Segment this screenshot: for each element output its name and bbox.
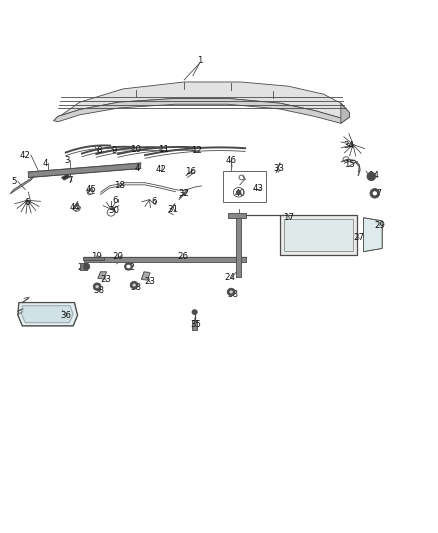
Text: 11: 11	[158, 146, 169, 155]
Polygon shape	[10, 176, 34, 194]
Text: 38: 38	[94, 286, 105, 295]
Text: 12: 12	[191, 147, 202, 156]
Text: 22: 22	[124, 263, 135, 272]
Text: 30: 30	[108, 206, 119, 215]
Polygon shape	[192, 319, 197, 330]
Polygon shape	[53, 99, 350, 123]
Text: 44: 44	[70, 203, 81, 212]
Text: 18: 18	[114, 181, 125, 190]
Text: 19: 19	[91, 253, 102, 262]
Text: 38: 38	[227, 289, 238, 298]
Text: 40: 40	[234, 189, 245, 198]
Text: 27: 27	[353, 233, 365, 242]
Polygon shape	[228, 214, 246, 217]
Ellipse shape	[373, 191, 377, 196]
Ellipse shape	[126, 265, 131, 268]
Polygon shape	[21, 306, 73, 322]
Text: 45: 45	[85, 185, 96, 194]
Ellipse shape	[227, 288, 235, 296]
Polygon shape	[341, 103, 350, 123]
Text: 24: 24	[224, 272, 235, 281]
Text: 17: 17	[283, 213, 294, 222]
Text: 23: 23	[144, 277, 155, 286]
Polygon shape	[28, 163, 141, 177]
Bar	[223, 171, 266, 202]
Text: 26: 26	[178, 253, 189, 262]
Text: 10: 10	[130, 146, 141, 155]
Ellipse shape	[84, 263, 90, 270]
Text: 35: 35	[191, 320, 202, 329]
Text: 43: 43	[253, 183, 264, 192]
Ellipse shape	[130, 281, 138, 289]
Text: 8: 8	[96, 147, 102, 156]
Text: 33: 33	[274, 164, 285, 173]
Polygon shape	[280, 215, 357, 255]
Polygon shape	[83, 257, 104, 260]
Text: 16: 16	[185, 166, 196, 175]
Ellipse shape	[93, 283, 101, 290]
Text: 20: 20	[113, 253, 124, 262]
Polygon shape	[98, 272, 107, 279]
Text: 42: 42	[20, 151, 31, 160]
Text: 14: 14	[368, 171, 379, 180]
Polygon shape	[53, 82, 350, 120]
Text: 6: 6	[152, 197, 157, 206]
Text: 6: 6	[24, 198, 29, 207]
Ellipse shape	[95, 285, 99, 288]
Polygon shape	[236, 215, 241, 277]
Polygon shape	[364, 217, 382, 252]
Text: 4: 4	[134, 164, 140, 173]
Polygon shape	[284, 219, 353, 251]
Polygon shape	[61, 174, 70, 180]
Text: 42: 42	[156, 166, 167, 174]
Ellipse shape	[237, 190, 241, 194]
Text: 21: 21	[78, 263, 89, 272]
Text: 32: 32	[179, 189, 190, 198]
Polygon shape	[84, 257, 246, 262]
Text: 37: 37	[371, 189, 382, 198]
Ellipse shape	[367, 172, 376, 181]
Text: 1: 1	[197, 56, 202, 65]
Polygon shape	[80, 263, 87, 270]
Text: 4: 4	[42, 159, 48, 167]
Ellipse shape	[370, 189, 380, 198]
Polygon shape	[141, 272, 150, 280]
Text: 3: 3	[65, 156, 70, 165]
Text: 23: 23	[100, 275, 111, 284]
Text: 15: 15	[344, 160, 355, 169]
Text: 34: 34	[343, 141, 354, 150]
Ellipse shape	[132, 284, 136, 287]
Text: 7: 7	[67, 176, 73, 185]
Text: 31: 31	[168, 205, 179, 214]
Text: 9: 9	[112, 147, 117, 156]
Text: 29: 29	[374, 221, 385, 230]
Polygon shape	[18, 303, 78, 326]
Text: 46: 46	[226, 156, 237, 165]
Text: 38: 38	[130, 283, 141, 292]
Text: 6: 6	[113, 196, 118, 205]
Text: 5: 5	[12, 177, 17, 186]
Text: 36: 36	[60, 311, 71, 320]
Ellipse shape	[124, 263, 132, 270]
Ellipse shape	[230, 290, 233, 294]
Ellipse shape	[192, 310, 197, 314]
